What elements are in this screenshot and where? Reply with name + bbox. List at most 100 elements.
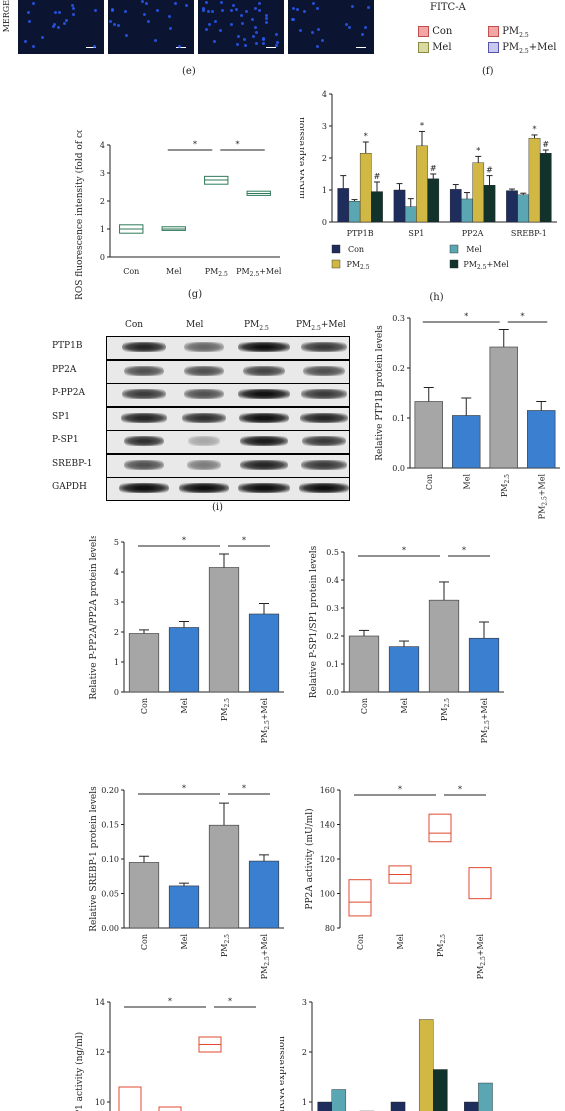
x-tick-label: PM2.5 (500, 474, 511, 497)
x-tick-label-text: PM2.5+Mel (476, 934, 487, 980)
bar-mel (478, 1082, 493, 1111)
bar-con (348, 635, 380, 693)
bar-pm2-5-mel (539, 152, 552, 223)
bar-pm2-5 (208, 567, 240, 693)
box-0 (118, 1086, 142, 1111)
blot-band (243, 365, 285, 376)
legend-swatch (331, 244, 341, 254)
nucleus-dot (250, 18, 254, 22)
blot-band (239, 412, 289, 423)
y-axis-title-text: Relative PTP1B protein levels (375, 325, 385, 461)
bar-pm2-5-mel (248, 860, 280, 929)
legend-label: PM2.5+Mel (463, 260, 509, 271)
micro-image-3 (198, 0, 284, 54)
x-tick-label: PM2.5+Mel (236, 267, 282, 278)
x-tick-label: PM2.5+Mel (476, 934, 487, 980)
nucleus-dot (205, 27, 209, 31)
legend-label-text: PM2.5 (346, 260, 369, 271)
x-tick-label-text: PM2.5+Mel (537, 474, 548, 520)
y-axis-title: SP1 activity (ng/ml) (74, 1032, 85, 1111)
blot-band (121, 412, 167, 423)
nucleus-dot (367, 6, 371, 10)
blot-label-pp2a: PP2A (52, 364, 77, 375)
sig-star: * (168, 997, 172, 1006)
x-tick-label: PTP1B (347, 229, 374, 238)
x-tick-label: Con (356, 934, 365, 950)
bar-pm2-5-mel (483, 184, 496, 223)
bar-pm2-5 (418, 1019, 434, 1111)
y-tick-label: 120 (320, 855, 335, 864)
bar-pm2-5 (416, 145, 428, 223)
nucleus-dot (27, 20, 31, 24)
nucleus-dot (210, 10, 214, 14)
nucleus-dot (201, 9, 205, 13)
legend-swatch (488, 26, 499, 37)
blot-band (301, 389, 347, 399)
caption-i: (i) (212, 502, 224, 513)
nucleus-dot (296, 7, 300, 11)
y-tick-label: 4 (114, 568, 119, 577)
y-tick-label: 10 (95, 1098, 105, 1107)
x-tick-label: PM2.5+Mel (260, 698, 271, 744)
y-tick-label: 100 (320, 890, 335, 899)
nucleus-dot (344, 23, 348, 27)
caption-e: (e) (182, 66, 196, 77)
nucleus-dot (230, 23, 234, 27)
nucleus-dot (201, 6, 205, 10)
bar-con (506, 190, 518, 223)
x-tick-label-text: Con (123, 267, 139, 276)
bar-con (317, 1101, 332, 1111)
nucleus-dot (274, 44, 278, 48)
bar-mel (461, 198, 473, 223)
nucleus-dot (153, 39, 157, 43)
nucleus-dot (213, 19, 217, 23)
y-axis-title: ROS fluorescence intensity (fold of cont… (74, 130, 85, 300)
y-tick-label: 0.10 (101, 855, 119, 864)
bar-pm2-5-mel (468, 637, 500, 693)
chart-p: 1 2 3 mRNA expression (280, 998, 493, 1111)
bar-pm2-5-mel (433, 1069, 448, 1111)
y-axis-title: mRNA expression (280, 1036, 287, 1111)
nucleus-dot (254, 31, 258, 35)
x-tick-label: Mel (166, 267, 182, 276)
y-tick-label: 0 (322, 218, 327, 227)
legend-label: PM2.5 (346, 260, 369, 271)
y-tick-label: 2 (114, 628, 119, 637)
bar-con (414, 401, 443, 469)
nucleus-dot (264, 17, 268, 21)
y-tick-label: 160 (320, 786, 335, 795)
nucleus-dot (71, 7, 75, 11)
sig-star: * (402, 546, 406, 555)
y-axis-title: mRNA expression (300, 117, 307, 199)
blot-col-pm25-mel: PM2.5+Mel (296, 320, 346, 332)
nucleus-dot (364, 25, 368, 29)
y-tick-label: 14 (95, 998, 105, 1007)
nucleus-dot (219, 0, 223, 4)
blot-band (122, 342, 166, 352)
legend-label: Mel (466, 245, 482, 254)
nucleus-dot (347, 25, 351, 29)
legend-con: Con (418, 26, 452, 37)
y-tick-label: 3 (100, 169, 105, 178)
nucleus-dot (231, 4, 235, 8)
chart-k: 0 1 2 3 4 5 Relative P-PP2A/PP2A protein level… (89, 536, 284, 744)
nucleus-dot (142, 13, 146, 17)
caption-f: (f) (482, 66, 494, 77)
nucleus-dot (219, 28, 223, 32)
x-tick-label: Con (360, 698, 369, 714)
chart-l: 0.0 0.1 0.2 0.3 0.4 0.5 Relative P-SP1/SP1 pro… (309, 545, 504, 743)
micro-image-4 (288, 0, 374, 54)
legend-swatch (449, 259, 459, 269)
nucleus-dot (184, 3, 188, 7)
sig-mark: * (476, 146, 480, 155)
blot-label-ptp1b: PTP1B (52, 341, 83, 351)
x-tick-label: PM2.5 (220, 698, 231, 721)
panel-i: Con Mel PM2.5 PM2.5+Mel PTP1B PP2A P-PP2A S… (0, 314, 360, 514)
y-axis-title-text: SP1 activity (ng/ml) (74, 1032, 85, 1111)
y-axis-title: Relative PTP1B protein levels (375, 325, 385, 461)
nucleus-dot (117, 23, 121, 27)
nucleus-dot (254, 26, 258, 30)
blot-label-sp1: SP1 (52, 411, 70, 422)
x-tick-label: PM2.5 (440, 698, 451, 721)
